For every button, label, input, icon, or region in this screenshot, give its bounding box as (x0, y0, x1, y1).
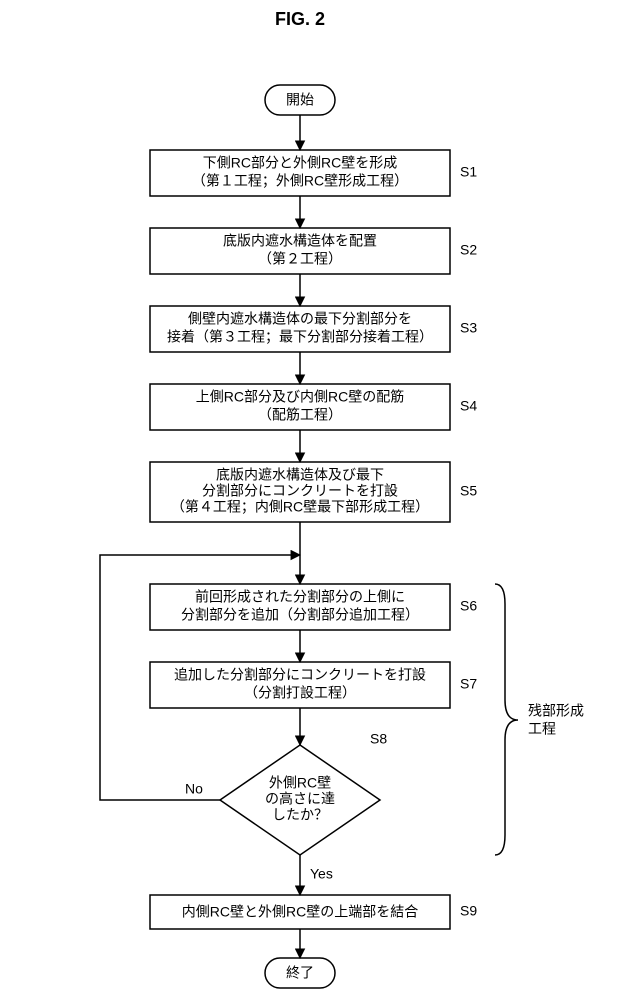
svg-text:（配筋工程）: （配筋工程） (258, 407, 342, 423)
step-s3: 側壁内遮水構造体の最下分割部分を 接着（第３工程；最下分割部分接着工程） (150, 306, 450, 352)
svg-text:（第２工程）: （第２工程） (258, 251, 342, 267)
step-id-s5: S5 (460, 483, 477, 499)
svg-text:（第１工程；外側RC壁形成工程）: （第１工程；外側RC壁形成工程） (192, 173, 408, 190)
step-s7: 追加した分割部分にコンクリートを打設 （分割打設工程） (150, 662, 450, 708)
step-id-s7: S7 (460, 676, 477, 692)
svg-text:内側RC壁と外側RC壁の上端部を結合: 内側RC壁と外側RC壁の上端部を結合 (182, 904, 418, 920)
step-s5: 底版内遮水構造体及び最下 分割部分にコンクリートを打設 （第４工程；内側RC壁最… (150, 462, 450, 522)
svg-text:下側RC部分と外側RC壁を形成: 下側RC部分と外側RC壁を形成 (203, 155, 397, 171)
step-id-s4: S4 (460, 398, 477, 414)
svg-text:接着（第３工程；最下分割部分接着工程）: 接着（第３工程；最下分割部分接着工程） (167, 329, 433, 346)
svg-text:外側RC壁: 外側RC壁 (269, 775, 331, 791)
step-s6: 前回形成された分割部分の上側に 分割部分を追加（分割部分追加工程） (150, 584, 450, 630)
svg-text:開始: 開始 (286, 92, 314, 108)
step-id-s9: S9 (460, 903, 477, 919)
step-id-s6: S6 (460, 598, 477, 614)
decision-s8: 外側RC壁 の高さに達 したか？ (220, 745, 380, 855)
svg-text:（第４工程；内側RC壁最下部形成工程）: （第４工程；内側RC壁最下部形成工程） (171, 499, 429, 516)
step-s1: 下側RC部分と外側RC壁を形成 （第１工程；外側RC壁形成工程） (150, 150, 450, 196)
svg-text:終了: 終了 (286, 965, 314, 981)
no-label: No (185, 781, 203, 797)
svg-text:側壁内遮水構造体の最下分割部分を: 側壁内遮水構造体の最下分割部分を (188, 311, 412, 327)
end-node: 終了 (265, 958, 335, 988)
svg-text:前回形成された分割部分の上側に: 前回形成された分割部分の上側に (195, 589, 405, 605)
step-s9: 内側RC壁と外側RC壁の上端部を結合 (150, 895, 450, 929)
svg-text:底版内遮水構造体を配置: 底版内遮水構造体を配置 (223, 233, 377, 249)
svg-text:したか？: したか？ (272, 807, 328, 823)
svg-text:底版内遮水構造体及び最下: 底版内遮水構造体及び最下 (216, 467, 384, 483)
svg-text:（分割打設工程）: （分割打設工程） (244, 685, 356, 701)
step-id-s2: S2 (460, 242, 477, 258)
start-node: 開始 (265, 85, 335, 115)
figure-title: FIG. 2 (275, 9, 325, 29)
brace-annotation: 残部形成 工程 (495, 584, 584, 855)
step-id-s3: S3 (460, 320, 477, 336)
svg-text:分割部分を追加（分割部分追加工程）: 分割部分を追加（分割部分追加工程） (181, 607, 419, 623)
svg-text:残部形成: 残部形成 (528, 703, 584, 719)
svg-text:上側RC部分及び内側RC壁の配筋: 上側RC部分及び内側RC壁の配筋 (196, 389, 404, 405)
svg-text:工程: 工程 (528, 721, 556, 737)
step-id-s8: S8 (370, 731, 387, 747)
svg-text:の高さに達: の高さに達 (265, 791, 335, 807)
step-s4: 上側RC部分及び内側RC壁の配筋 （配筋工程） (150, 384, 450, 430)
svg-text:追加した分割部分にコンクリートを打設: 追加した分割部分にコンクリートを打設 (174, 667, 426, 683)
svg-text:分割部分にコンクリートを打設: 分割部分にコンクリートを打設 (202, 483, 398, 499)
step-s2: 底版内遮水構造体を配置 （第２工程） (150, 228, 450, 274)
yes-label: Yes (310, 866, 333, 882)
step-id-s1: S1 (460, 164, 477, 180)
